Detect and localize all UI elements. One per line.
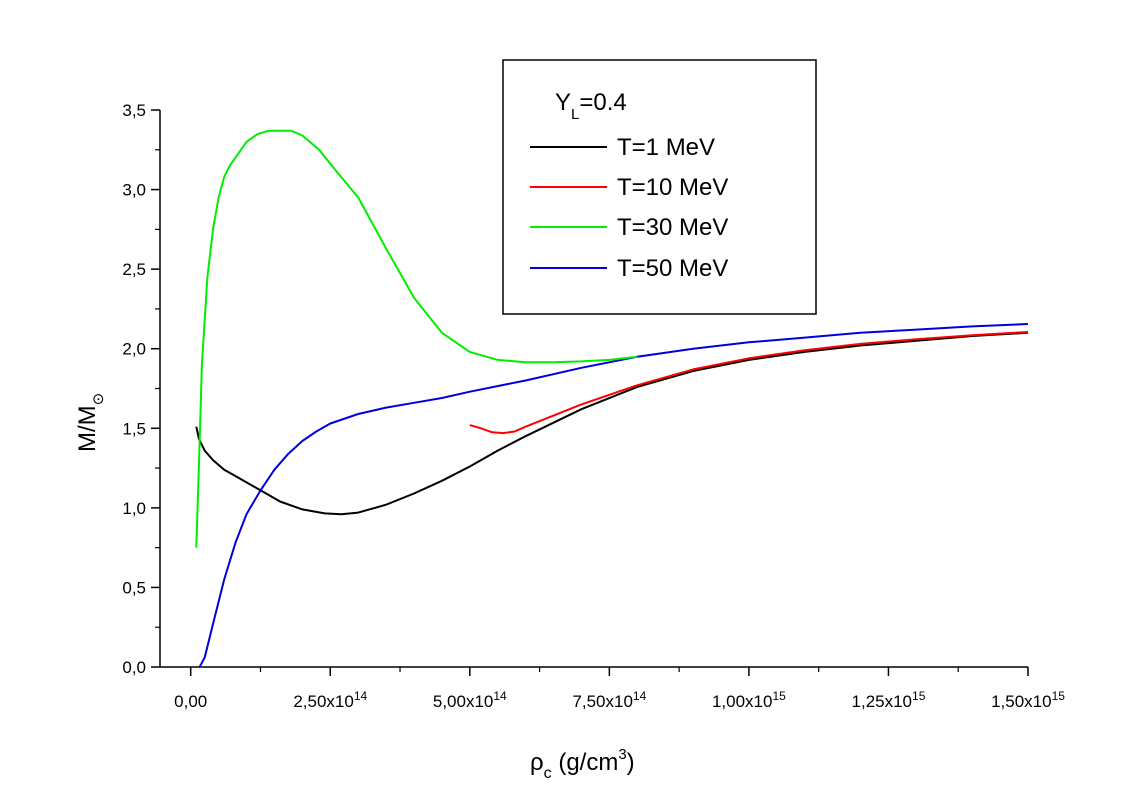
- x-tick-mantissa: 1,50x10: [991, 692, 1052, 711]
- series-line-t30: [195, 129, 638, 548]
- legend: YL=0.4 T=1 MeV T=10 MeV T=30 MeV T=50 Me…: [502, 59, 817, 315]
- y-tick-label: 1,5: [122, 419, 146, 438]
- legend-label-t1: T=1 MeV: [617, 134, 715, 161]
- x-tick-mantissa: 7,50x10: [572, 692, 633, 711]
- y-axis-sub: ⊙: [90, 393, 107, 406]
- y-axis-text: M/M: [74, 405, 101, 452]
- tick-labels: 0,00,51,01,52,02,53,03,50,00 2,50x1014 5,0…: [122, 101, 1065, 711]
- series-line-t1: [195, 331, 1029, 516]
- series-line-t50: [198, 323, 1029, 668]
- x-tick-exponent: 14: [633, 689, 647, 703]
- x-axis-symbol: ρ: [530, 749, 544, 776]
- legend-label-t30: T=30 MeV: [617, 214, 728, 241]
- x-axis-symbol-sub: c: [544, 765, 552, 782]
- legend-title: YL=0.4: [555, 89, 627, 123]
- axis-ticks: [151, 109, 1029, 676]
- x-axis-unit: (g/cm: [552, 749, 619, 776]
- x-tick-label: 1,25x1015: [852, 689, 926, 711]
- x-tick-label: 7,50x1014: [572, 689, 646, 711]
- legend-label-t50: T=50 MeV: [617, 255, 728, 282]
- x-tick-label: 5,00x1014: [433, 689, 507, 711]
- x-axis-unit-close: ): [627, 749, 635, 776]
- y-tick-label: 0,5: [122, 578, 146, 597]
- x-tick-exponent: 15: [912, 689, 926, 703]
- y-tick-label: 3,0: [122, 181, 146, 200]
- x-axis-title: ρc (g/cm3): [530, 746, 635, 782]
- legend-title-main: Y: [555, 89, 571, 116]
- x-tick-mantissa: 0,00: [174, 692, 207, 711]
- x-tick-mantissa: 1,00x10: [712, 692, 773, 711]
- x-tick-mantissa: 5,00x10: [433, 692, 494, 711]
- y-tick-label: 1,0: [122, 499, 146, 518]
- x-tick-exponent: 14: [493, 689, 507, 703]
- x-tick-exponent: 15: [772, 689, 786, 703]
- legend-label-t10: T=10 MeV: [617, 174, 728, 201]
- y-tick-label: 3,5: [122, 101, 146, 120]
- y-tick-label: 2,0: [122, 340, 146, 359]
- legend-title-sub: L: [571, 106, 579, 123]
- y-axis-title-group: M/M⊙: [74, 393, 107, 452]
- x-tick-mantissa: 2,50x10: [293, 692, 354, 711]
- x-axis-unit-sup: 3: [618, 746, 626, 763]
- series-line-t10: [469, 331, 1029, 435]
- legend-title-rest: =0.4: [579, 89, 626, 116]
- x-tick-label: 1,00x1015: [712, 689, 786, 711]
- series-layer: [195, 129, 1029, 668]
- y-axis-title: M/M⊙: [74, 393, 107, 452]
- y-tick-label: 0,0: [122, 658, 146, 677]
- x-tick-mantissa: 1,25x10: [852, 692, 913, 711]
- x-tick-label: 0,00: [174, 692, 207, 711]
- x-tick-exponent: 15: [1052, 689, 1066, 703]
- x-tick-label: 1,50x1015: [991, 689, 1065, 711]
- x-tick-label: 2,50x1014: [293, 689, 367, 711]
- y-tick-label: 2,5: [122, 260, 146, 279]
- x-tick-exponent: 14: [354, 689, 368, 703]
